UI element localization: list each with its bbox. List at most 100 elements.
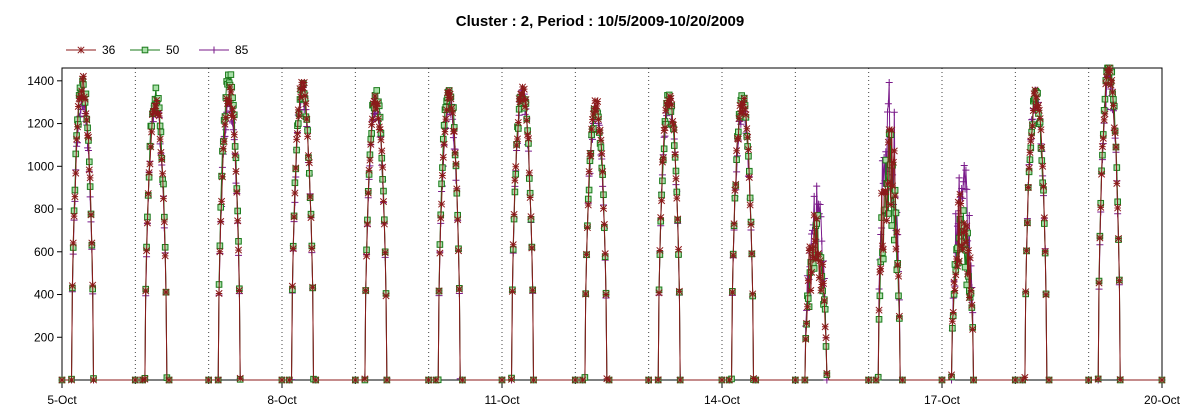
point-36 <box>162 288 170 296</box>
point-36 <box>217 217 225 225</box>
point-85 <box>818 237 826 245</box>
point-50 <box>893 266 901 274</box>
x-tick-label: 11-Oct <box>484 393 520 407</box>
point-36 <box>791 376 799 384</box>
point-36 <box>895 312 903 320</box>
point-36 <box>803 303 811 311</box>
point-85 <box>962 166 970 174</box>
point-36 <box>438 171 446 180</box>
point-36 <box>947 371 956 379</box>
point-36 <box>1114 234 1123 243</box>
point-36 <box>1094 375 1102 383</box>
point-36 <box>425 376 433 384</box>
point-36 <box>507 375 516 383</box>
point-36 <box>968 301 976 309</box>
point-36 <box>1025 164 1033 172</box>
legend-marker <box>141 46 149 54</box>
point-36 <box>1115 277 1123 285</box>
point-36 <box>1039 183 1048 191</box>
point-36 <box>363 252 371 260</box>
point-36 <box>821 323 829 331</box>
point-36 <box>669 121 677 129</box>
point-36 <box>892 245 900 253</box>
point-36 <box>285 376 293 384</box>
point-36 <box>823 369 831 377</box>
point-36 <box>235 286 243 295</box>
point-36 <box>89 281 97 289</box>
point-36 <box>803 319 811 327</box>
point-36 <box>817 286 825 294</box>
point-36 <box>730 220 738 228</box>
point-36 <box>1103 73 1111 81</box>
point-36 <box>884 138 892 146</box>
point-36 <box>1041 248 1049 256</box>
point-36 <box>224 97 232 105</box>
grid <box>61 68 1163 380</box>
point-36 <box>743 125 751 133</box>
point-36 <box>148 128 156 136</box>
point-36 <box>528 244 536 252</box>
point-36 <box>1033 93 1041 101</box>
legend-item-36: 36 <box>66 43 116 57</box>
point-36 <box>583 250 591 258</box>
point-36 <box>441 128 449 136</box>
point-36 <box>665 99 673 108</box>
point-36 <box>70 212 78 220</box>
x-tick-label: 20-Oct <box>1144 393 1181 407</box>
point-36 <box>372 105 380 113</box>
point-36 <box>230 131 238 139</box>
point-36 <box>236 374 244 382</box>
point-36 <box>513 135 522 143</box>
point-36 <box>1029 106 1037 115</box>
point-36 <box>876 268 884 276</box>
point-36 <box>288 282 296 290</box>
point-36 <box>227 88 235 96</box>
point-36 <box>514 118 522 127</box>
point-36 <box>368 115 377 123</box>
point-36 <box>744 146 753 154</box>
point-36 <box>605 376 613 384</box>
point-36 <box>1028 122 1037 130</box>
point-85 <box>965 211 973 219</box>
point-36 <box>85 166 93 174</box>
point-36 <box>603 375 611 383</box>
point-36 <box>819 279 828 287</box>
point-36 <box>77 92 85 100</box>
point-36 <box>748 250 756 258</box>
point-85 <box>960 161 968 169</box>
point-36 <box>1085 376 1093 384</box>
point-36 <box>889 182 897 190</box>
point-36 <box>351 376 359 384</box>
point-36 <box>309 283 317 291</box>
point-36 <box>952 271 960 279</box>
point-36 <box>579 376 587 384</box>
point-36 <box>816 257 824 265</box>
point-36 <box>964 270 972 278</box>
point-36 <box>597 136 605 144</box>
point-36 <box>378 147 386 155</box>
point-36 <box>229 105 237 113</box>
point-36 <box>294 106 302 114</box>
point-36 <box>752 376 760 384</box>
point-36 <box>654 376 662 384</box>
point-50 <box>882 156 890 164</box>
point-36 <box>88 239 96 247</box>
point-36 <box>371 92 379 100</box>
point-36 <box>875 306 883 314</box>
point-36 <box>950 278 958 286</box>
point-36 <box>368 121 376 129</box>
point-36 <box>591 97 599 105</box>
point-36 <box>594 97 602 106</box>
point-36 <box>435 287 443 295</box>
point-36 <box>669 117 677 125</box>
point-36 <box>598 150 606 158</box>
point-36 <box>381 249 389 257</box>
point-36 <box>1028 132 1036 140</box>
point-36 <box>666 92 674 100</box>
point-36 <box>725 376 733 384</box>
point-36 <box>455 285 463 293</box>
point-36 <box>802 335 810 343</box>
point-36 <box>205 376 213 384</box>
point-36 <box>86 174 94 182</box>
point-36 <box>672 175 680 183</box>
